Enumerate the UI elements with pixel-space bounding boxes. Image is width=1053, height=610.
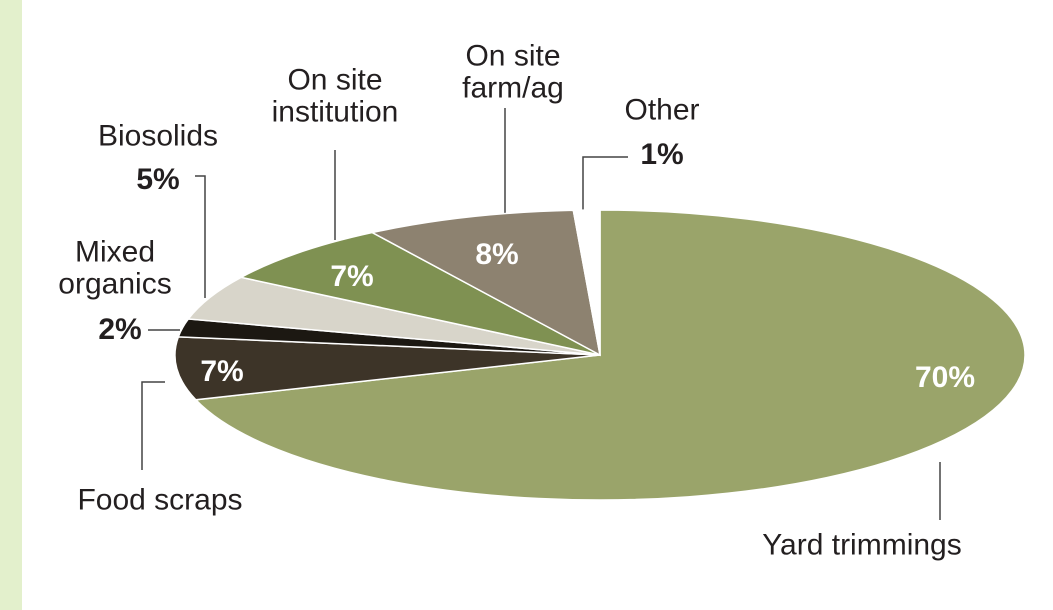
value-label: 7% [330,260,374,293]
pie-slice [370,209,602,357]
leader-line [141,381,165,470]
value-label: 2% [98,313,142,346]
value-label: 70% [914,361,976,394]
slice-label: Other [624,93,700,127]
leader-lines [141,108,941,520]
pie-slice [174,336,601,401]
slice-label: On site farm/ag [462,39,564,104]
value-label: 7% [200,355,244,388]
leader-line [582,156,628,215]
slice-label: Food scraps [77,483,243,517]
pie-slice [572,209,601,356]
slice-label: On site institution [271,63,399,128]
slice-label: Biosolids [97,119,219,153]
pie-slice [194,209,1026,501]
slice-label: Mixed organics [58,235,172,300]
pie-slice [239,231,601,356]
value-label: 5% [136,163,180,196]
slice-label: Yard trimmings [762,528,962,562]
value-label: 1% [640,138,684,171]
side-band [0,0,22,610]
leader-line [195,175,206,298]
value-label: 8% [475,238,519,271]
